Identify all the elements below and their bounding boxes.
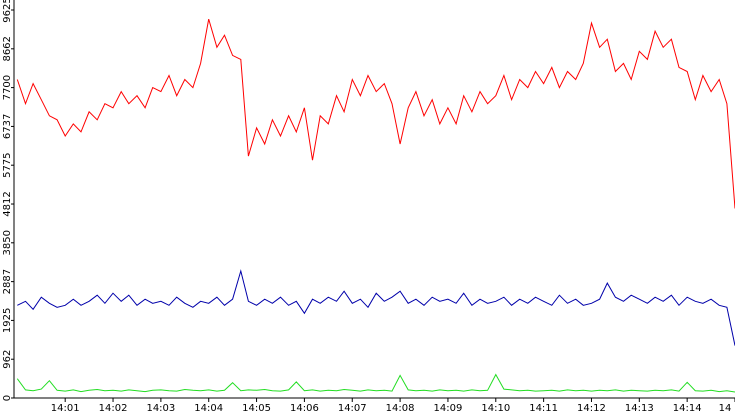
y-tick-label: 8662: [2, 36, 13, 61]
x-tick-label: 14:12: [577, 403, 606, 414]
x-tick-label: 14:01: [51, 403, 80, 414]
x-tick-label: 14:03: [146, 403, 175, 414]
x-tick-label: 14:14: [673, 403, 702, 414]
y-tick-label: 5775: [2, 152, 13, 177]
x-tick-label: 14:11: [529, 403, 558, 414]
y-tick-label: 9625: [2, 0, 13, 23]
series-line: [17, 269, 735, 346]
y-tick-label: 0: [2, 395, 13, 401]
y-tick-label: 962: [2, 350, 13, 369]
y-tick-label: 4812: [2, 191, 13, 216]
x-tick-label: 14:05: [242, 403, 271, 414]
y-tick-label: 1925: [2, 308, 13, 333]
x-tick-label: 14:13: [625, 403, 654, 414]
y-tick-label: 3850: [2, 230, 13, 255]
x-tick-label: 14:07: [338, 403, 367, 414]
y-tick-label: 6737: [2, 114, 13, 139]
y-tick-label: 7700: [2, 75, 13, 100]
x-tick-label: 14: [719, 403, 732, 414]
y-tick-label: 2887: [2, 269, 13, 294]
series-line: [16, 373, 735, 393]
x-tick-label: 14:04: [194, 403, 223, 414]
x-tick-label: 14:08: [386, 403, 415, 414]
series-line: [16, 18, 735, 209]
x-tick-label: 14:02: [99, 403, 128, 414]
x-tick-label: 14:09: [434, 403, 463, 414]
x-tick-label: 14:06: [290, 403, 319, 414]
x-tick-label: 14:10: [481, 403, 510, 414]
